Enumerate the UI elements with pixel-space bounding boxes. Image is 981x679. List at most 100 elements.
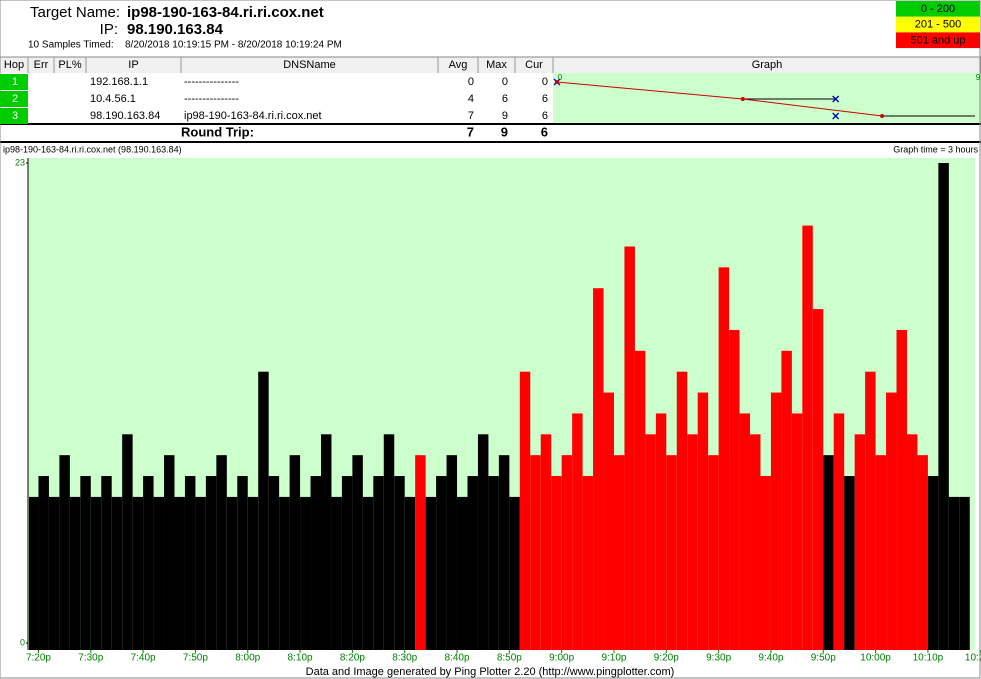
- ip: 98.190.163.84: [90, 110, 160, 122]
- bar: [760, 476, 771, 650]
- legend-label: 201 - 500: [915, 19, 961, 31]
- bar: [938, 163, 949, 650]
- cur: 0: [542, 76, 548, 88]
- bar: [708, 455, 719, 650]
- bar: [666, 455, 677, 650]
- bar: [802, 225, 813, 650]
- bar: [750, 434, 761, 650]
- max: 0: [502, 76, 508, 88]
- bar: [729, 329, 740, 650]
- legend-swatch: [896, 32, 980, 49]
- cur-marker: [832, 112, 840, 120]
- bar: [205, 476, 217, 650]
- bar: [593, 288, 604, 650]
- bar: [341, 476, 353, 650]
- bar: [415, 455, 426, 650]
- bar: [812, 309, 824, 650]
- bar: [90, 496, 102, 650]
- bar: [373, 476, 384, 650]
- bar: [927, 476, 939, 650]
- bar: [394, 476, 405, 650]
- bar: [362, 496, 374, 650]
- bar: [561, 455, 573, 650]
- cur: 6: [542, 93, 548, 105]
- bar: [226, 496, 238, 650]
- bar: [624, 246, 635, 650]
- legend-swatch: [896, 1, 980, 17]
- x-tick-label: 8:50p: [497, 653, 522, 664]
- bar: [132, 496, 144, 650]
- bar: [153, 496, 165, 650]
- bar: [436, 476, 447, 650]
- round-trip-avg: 7: [467, 124, 474, 139]
- dns: ip98-190-163-84.ri.ri.cox.net: [184, 110, 322, 122]
- max: 6: [502, 93, 508, 105]
- bar: [551, 476, 562, 650]
- time-range: 8/20/2018 10:19:15 PM - 8/20/2018 10:19:…: [125, 40, 342, 51]
- bar: [896, 329, 907, 650]
- bar: [498, 455, 510, 650]
- column-header: Hop: [4, 59, 24, 71]
- x-tick-label: 8:10p: [288, 653, 313, 664]
- round-trip-max: 9: [501, 124, 508, 139]
- bar: [331, 496, 342, 650]
- legend-swatch: [896, 16, 980, 33]
- x-tick-label: 8:30p: [392, 653, 417, 664]
- legend-label: 501 and up: [910, 34, 965, 46]
- table-header-bg: [0, 57, 981, 73]
- bar: [477, 434, 489, 650]
- x-tick-label: 9:30p: [706, 653, 731, 664]
- bar: [122, 434, 133, 650]
- bar: [164, 455, 175, 650]
- x-tick-label: 8:20p: [340, 653, 365, 664]
- target-label: Target Name:: [30, 4, 120, 21]
- ip: 192.168.1.1: [90, 76, 148, 88]
- chart-subtitle: Graph time = 3 hours: [893, 144, 978, 154]
- x-tick-label: 7:30p: [78, 653, 103, 664]
- bar: [320, 434, 332, 650]
- bar: [844, 476, 855, 650]
- hop: 3: [12, 110, 18, 122]
- bar: [111, 496, 123, 650]
- cur-marker: [832, 95, 840, 103]
- round-trip-label: Round Trip:: [181, 124, 254, 139]
- column-header: Cur: [525, 59, 543, 71]
- bar: [886, 392, 897, 650]
- hop: 2: [12, 93, 18, 105]
- chart-title: ip98-190-163-84.ri.ri.cox.net (98.190.16…: [3, 144, 182, 154]
- avg: 7: [468, 110, 474, 122]
- bar: [101, 476, 112, 650]
- x-tick-label: 7:50p: [183, 653, 208, 664]
- bar: [645, 434, 656, 650]
- bar: [457, 496, 468, 650]
- x-tick-label: 9:00p: [549, 653, 574, 664]
- bar: [603, 392, 614, 650]
- bar: [509, 496, 520, 650]
- bar: [687, 434, 698, 650]
- ip-label: IP:: [100, 21, 118, 38]
- bar: [634, 350, 646, 650]
- hop-graph-tick: 0: [558, 73, 563, 82]
- column-header: Err: [34, 59, 49, 71]
- bar: [195, 496, 206, 650]
- ip: 10.4.56.1: [90, 93, 136, 105]
- hop-graph-tick: 9: [976, 73, 981, 82]
- bar: [425, 496, 437, 650]
- x-tick-label: 10:00p: [860, 653, 891, 664]
- y-tick-label: 23: [15, 157, 25, 167]
- bar: [143, 476, 154, 650]
- y-tick-label: 0: [20, 637, 25, 647]
- x-tick-label: 7:40p: [131, 653, 156, 664]
- column-header: DNSName: [283, 59, 336, 71]
- bar: [59, 455, 70, 650]
- bar: [279, 496, 290, 650]
- bar: [781, 350, 792, 650]
- x-tick-label: 9:40p: [758, 653, 783, 664]
- bar: [29, 496, 39, 650]
- bar: [582, 476, 594, 650]
- round-trip-cur: 6: [541, 124, 548, 139]
- max: 9: [502, 110, 508, 122]
- bar: [948, 496, 960, 650]
